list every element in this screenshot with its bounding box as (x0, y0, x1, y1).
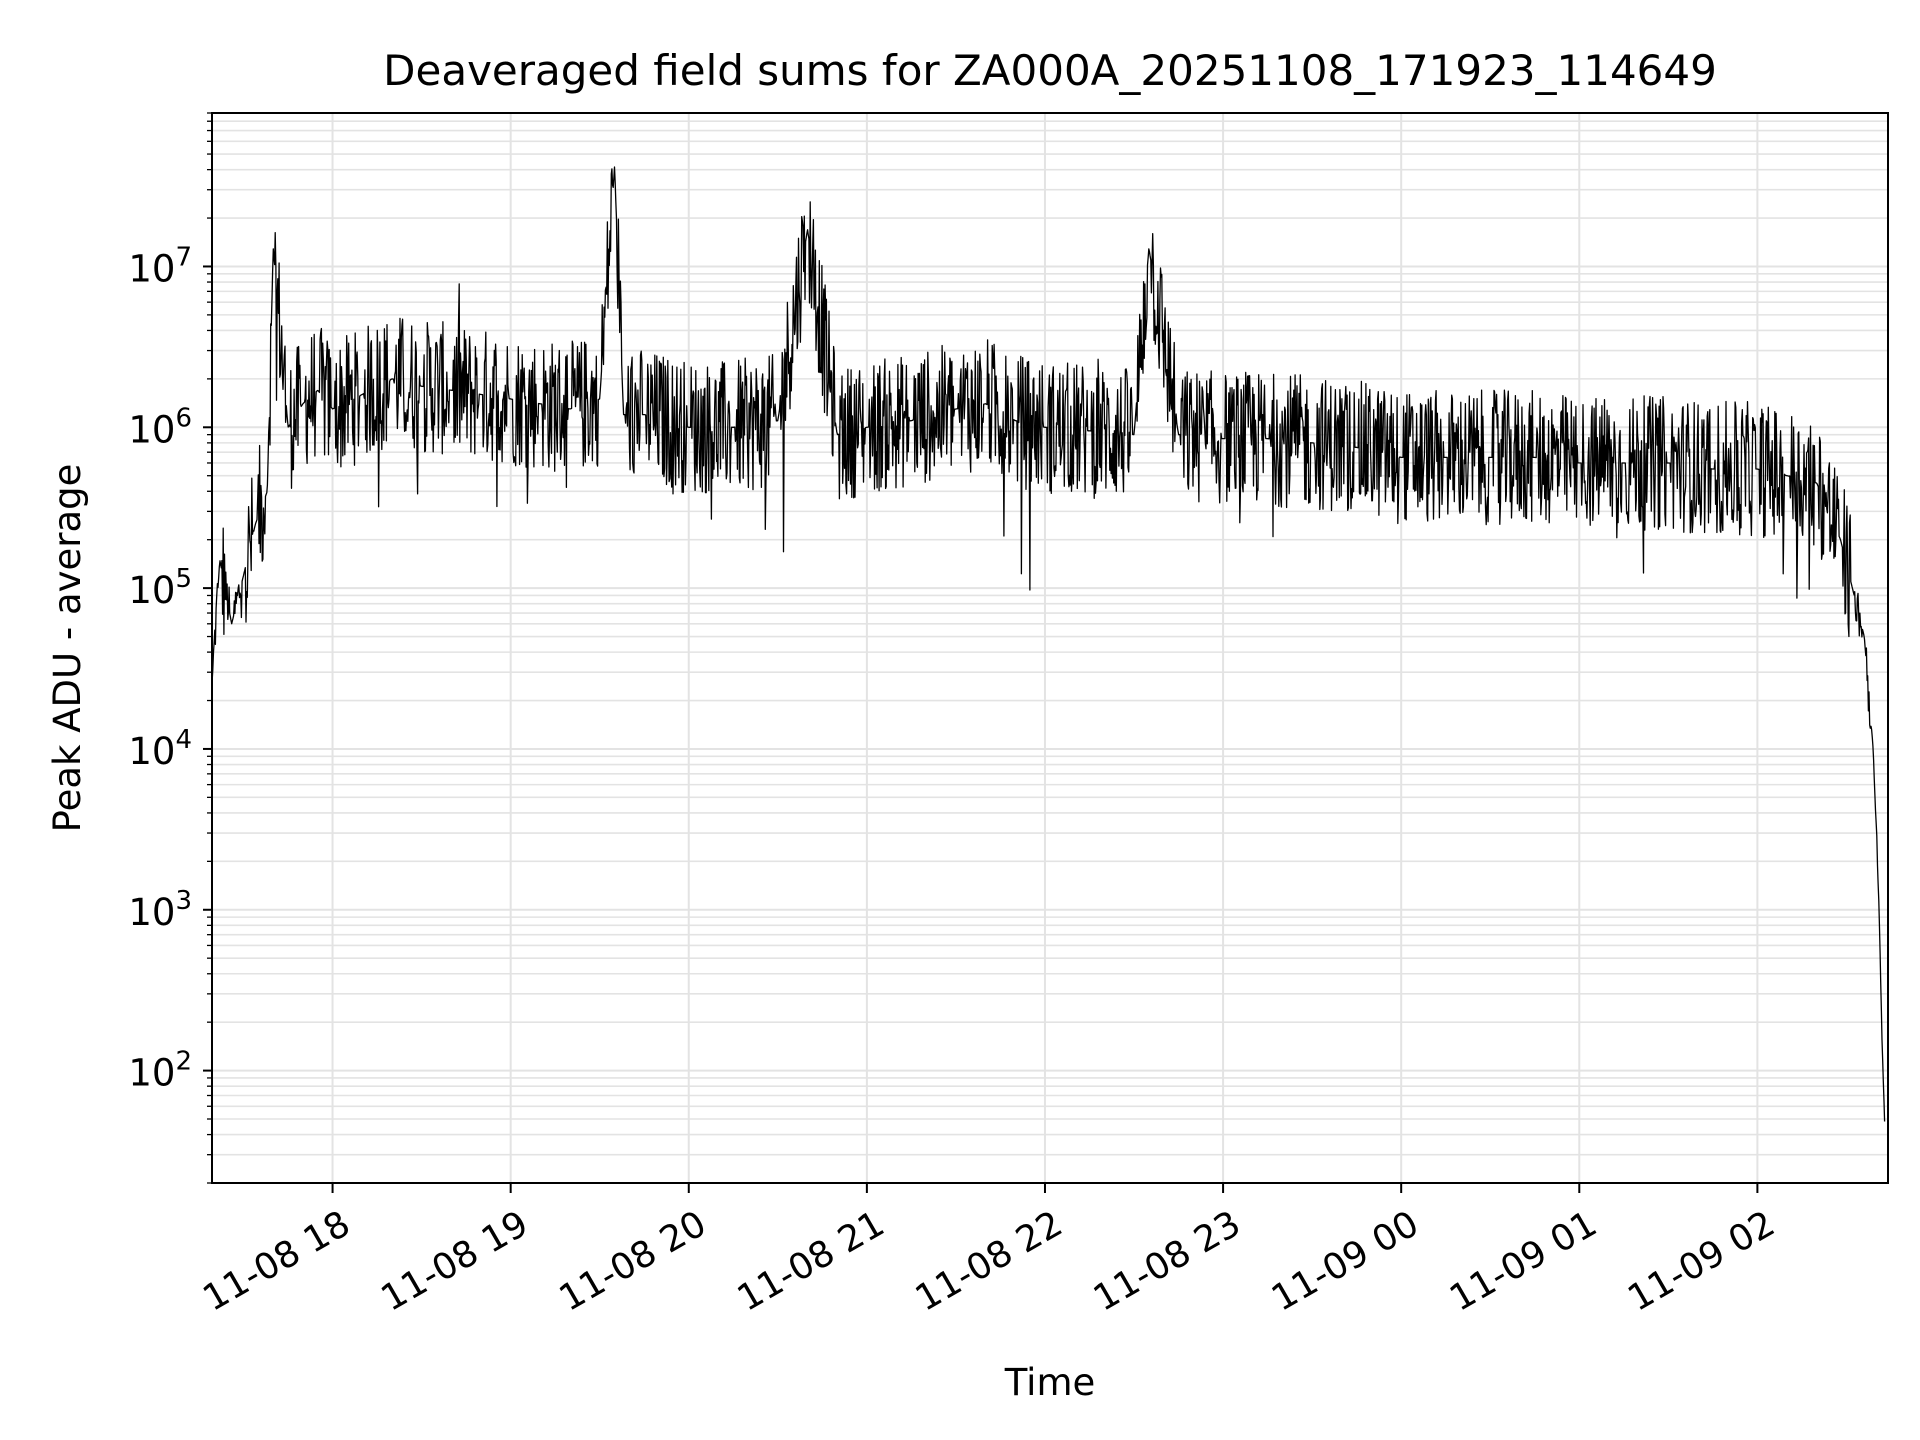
y-tick-exponent: 3 (175, 886, 192, 916)
y-tick-exponent: 7 (175, 242, 192, 272)
y-tick-exponent: 4 (175, 725, 192, 755)
x-axis-label: Time (1004, 1361, 1096, 1404)
y-tick-base: 10 (128, 569, 175, 612)
grid (212, 112, 1888, 1184)
y-tick-exponent: 2 (175, 1047, 192, 1077)
y-tick-exponent: 6 (175, 403, 192, 433)
y-tick-label: 103 (128, 886, 192, 934)
y-tick-base: 10 (128, 1052, 175, 1095)
y-tick-label: 104 (128, 725, 192, 773)
series-line (212, 166, 1886, 1122)
y-tick-label: 105 (128, 564, 192, 612)
y-tick-base: 10 (128, 408, 175, 451)
y-tick-label: 102 (128, 1047, 192, 1095)
y-tick-label: 107 (128, 242, 192, 290)
y-tick-base: 10 (128, 730, 175, 773)
y-tick-base: 10 (128, 891, 175, 934)
y-tick-exponent: 5 (175, 564, 192, 594)
y-axis-label: Peak ADU - average (46, 464, 89, 833)
chart-title: Deaveraged field sums for ZA000A_2025110… (383, 46, 1717, 95)
y-tick-base: 10 (128, 247, 175, 290)
y-tick-label: 106 (128, 403, 192, 451)
plot-frame (211, 112, 1889, 1184)
